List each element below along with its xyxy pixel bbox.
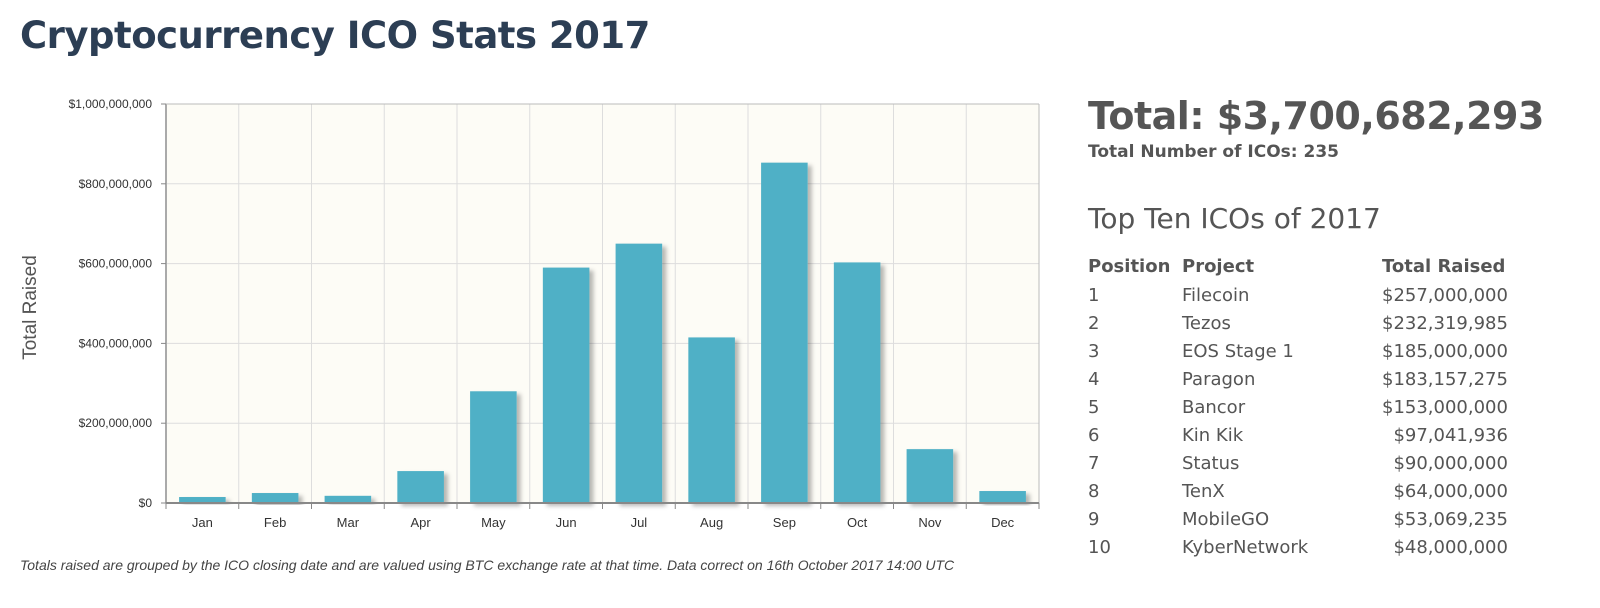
row-total-raised: $53,069,235 <box>1393 508 1508 530</box>
gridlines <box>166 103 1039 504</box>
x-tick-label: Jun <box>556 515 577 530</box>
row-position: 8 <box>1088 480 1100 502</box>
bar-dec <box>979 491 1026 503</box>
header-total-raised: Total Raised <box>1382 255 1506 277</box>
total-raised: Total: $3,700,682,293 <box>1088 94 1544 138</box>
bars <box>179 162 1026 503</box>
x-tick-label: Apr <box>411 515 432 530</box>
row-total-raised: $97,041,936 <box>1393 424 1508 446</box>
top-ten-title: Top Ten ICOs of 2017 <box>1088 202 1381 235</box>
x-tick-label: May <box>481 515 506 530</box>
x-tick-label: Jan <box>192 515 213 530</box>
row-project: KyberNetwork <box>1182 536 1309 558</box>
y-axis-label: Total Raised <box>20 255 41 360</box>
bar-sep <box>761 162 808 503</box>
page-title: Cryptocurrency ICO Stats 2017 <box>20 14 650 57</box>
row-project: Kin Kik <box>1182 424 1244 446</box>
bar-jul <box>615 243 663 503</box>
bar-may <box>470 391 517 503</box>
table-row: 5 Bancor $153,000,000 <box>1088 393 1508 421</box>
row-total-raised: $183,157,275 <box>1382 368 1508 390</box>
header-position: Position <box>1088 255 1171 277</box>
table-header-row: Position Project Total Raised <box>1088 251 1508 281</box>
row-project: EOS Stage 1 <box>1182 340 1294 362</box>
total-ico-count: Total Number of ICOs: 235 <box>1088 142 1339 162</box>
y-tick-label: $400,000,000 <box>79 336 153 350</box>
bar-jun <box>542 267 590 503</box>
table-row: 1 Filecoin $257,000,000 <box>1088 281 1508 309</box>
y-tick-label: $600,000,000 <box>79 257 153 271</box>
x-tick-labels: Jan Feb Mar Apr May Jun Jul Aug Sep Oct Nov Dec <box>192 515 1015 530</box>
table-row: 7 Status $90,000,000 <box>1088 449 1508 477</box>
row-project: TenX <box>1182 480 1225 502</box>
row-project: Bancor <box>1182 396 1246 418</box>
y-tick-label: $200,000,000 <box>79 416 153 430</box>
chart-caption: Totals raised are grouped by the ICO clo… <box>20 557 955 573</box>
row-position: 9 <box>1088 508 1100 530</box>
row-position: 2 <box>1088 312 1100 334</box>
row-total-raised: $90,000,000 <box>1393 452 1508 474</box>
table-row: 4 Paragon $183,157,275 <box>1088 365 1508 393</box>
row-total-raised: $257,000,000 <box>1382 284 1508 306</box>
x-tick-label: Aug <box>700 515 723 530</box>
row-total-raised: $153,000,000 <box>1382 396 1508 418</box>
row-position: 10 <box>1088 536 1111 558</box>
x-tick-label: Mar <box>337 515 360 530</box>
x-tick-label: Dec <box>991 515 1015 530</box>
x-tick-label: Jul <box>631 515 648 530</box>
table-row: 3 EOS Stage 1 $185,000,000 <box>1088 337 1508 365</box>
y-tick-label: $1,000,000,000 <box>69 97 153 111</box>
x-tick-label: Nov <box>918 515 942 530</box>
y-tick-labels: $0 $200,000,000 $400,000,000 $600,000,000 $8… <box>69 97 153 510</box>
summary-panel: Total: $3,700,682,293 Total Number of IC… <box>1088 94 1593 561</box>
header-project: Project <box>1182 255 1255 277</box>
bar-oct <box>833 262 881 503</box>
row-total-raised: $185,000,000 <box>1382 340 1508 362</box>
bar-apr <box>397 471 444 503</box>
y-tick-label: $800,000,000 <box>79 177 153 191</box>
bar-mar <box>324 495 372 503</box>
x-tick-label: Sep <box>773 515 796 530</box>
table-row: 2 Tezos $232,319,985 <box>1088 309 1508 337</box>
table-row: 9 MobileGO $53,069,235 <box>1088 505 1508 533</box>
row-total-raised: $232,319,985 <box>1382 312 1508 334</box>
row-project: Status <box>1182 452 1240 474</box>
row-position: 4 <box>1088 368 1100 390</box>
ico-bar-chart: $0 $200,000,000 $400,000,000 $600,000,000 $8… <box>20 97 1040 530</box>
bar-aug <box>688 337 735 503</box>
bar-jan <box>179 497 226 503</box>
y-tick-label: $0 <box>139 496 153 510</box>
x-tick-label: Oct <box>847 515 868 530</box>
row-project: Paragon <box>1182 368 1256 390</box>
row-position: 1 <box>1088 284 1100 306</box>
row-position: 7 <box>1088 452 1100 474</box>
table-row: 8 TenX $64,000,000 <box>1088 477 1508 505</box>
row-position: 6 <box>1088 424 1100 446</box>
x-tick-label: Feb <box>264 515 286 530</box>
row-total-raised: $48,000,000 <box>1393 536 1508 558</box>
row-project: MobileGO <box>1182 508 1270 530</box>
bar-nov <box>906 449 954 503</box>
row-position: 3 <box>1088 340 1100 362</box>
top-ten-table: Position Project Total Raised 1 Filecoin… <box>1088 251 1508 561</box>
row-total-raised: $64,000,000 <box>1393 480 1508 502</box>
table-row: 10 KyberNetwork $48,000,000 <box>1088 533 1508 561</box>
row-project: Tezos <box>1182 312 1231 334</box>
row-position: 5 <box>1088 396 1100 418</box>
table-row: 6 Kin Kik $97,041,936 <box>1088 421 1508 449</box>
bar-feb <box>251 493 299 503</box>
axes <box>161 103 1040 509</box>
row-project: Filecoin <box>1182 284 1250 306</box>
